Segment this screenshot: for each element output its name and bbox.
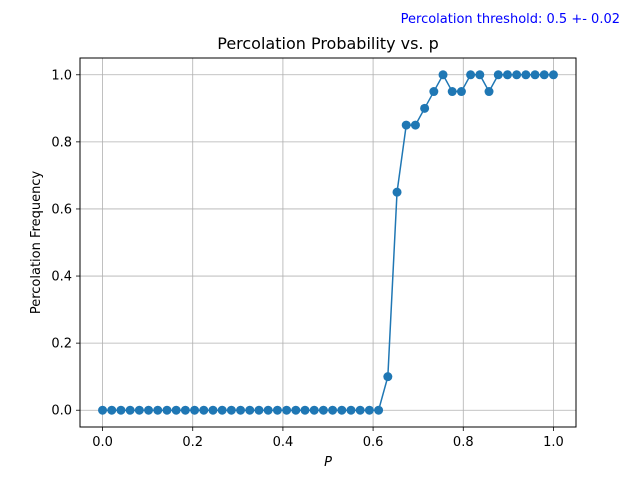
- data-point: [254, 405, 264, 415]
- data-point: [272, 405, 282, 415]
- data-point: [447, 87, 457, 97]
- data-point: [190, 405, 200, 415]
- data-point: [236, 405, 246, 415]
- data-point: [245, 405, 255, 415]
- data-point: [134, 405, 144, 415]
- y-tick-label: 1.0: [51, 68, 72, 83]
- data-point: [199, 405, 209, 415]
- data-point: [337, 405, 347, 415]
- data-point: [429, 87, 439, 97]
- y-tick-label: 0.6: [51, 202, 72, 217]
- data-point: [484, 87, 494, 97]
- data-point: [383, 372, 393, 382]
- x-tick-label: 0.2: [182, 435, 203, 450]
- data-point: [208, 405, 218, 415]
- data-point: [171, 405, 181, 415]
- data-point: [226, 405, 236, 415]
- x-tick-label: 0.8: [453, 435, 474, 450]
- x-tick-label: 0.4: [273, 435, 294, 450]
- data-point: [180, 405, 190, 415]
- data-point: [144, 405, 154, 415]
- data-point: [107, 405, 117, 415]
- data-point: [374, 405, 384, 415]
- x-axis-label: P: [324, 455, 332, 470]
- data-point: [502, 70, 512, 80]
- data-point: [466, 70, 476, 80]
- data-point: [328, 405, 338, 415]
- data-point: [291, 405, 301, 415]
- data-point: [98, 405, 108, 415]
- y-tick-label: 0.8: [51, 135, 72, 150]
- data-point: [300, 405, 310, 415]
- data-point: [125, 405, 135, 415]
- x-tick-label: 0.6: [363, 435, 384, 450]
- data-point: [263, 405, 273, 415]
- data-series: [98, 70, 558, 415]
- axes-frame: [79, 57, 577, 428]
- chart-title: Percolation Probability vs. p: [217, 34, 439, 53]
- data-point: [162, 405, 172, 415]
- data-point: [493, 70, 503, 80]
- data-point: [346, 405, 356, 415]
- data-point: [548, 70, 558, 80]
- y-tick-label: 0.4: [51, 270, 72, 285]
- data-point: [401, 120, 411, 130]
- data-point: [438, 70, 448, 80]
- y-tick-label: 0.2: [51, 337, 72, 352]
- data-point: [530, 70, 540, 80]
- data-point: [309, 405, 319, 415]
- threshold-annotation: Percolation threshold: 0.5 +- 0.02: [401, 12, 620, 27]
- grid: [80, 58, 576, 427]
- data-point: [521, 70, 531, 80]
- data-point: [475, 70, 485, 80]
- tick-labels: 0.0 0.2 0.4 0.6 0.8 1.0 0.0 0.2 0.4 0.6 0.8 1.0: [51, 68, 563, 450]
- x-tick-label: 1.0: [543, 435, 564, 450]
- tick-marks: [76, 74, 554, 431]
- data-point: [512, 70, 522, 80]
- data-point: [539, 70, 549, 80]
- data-point: [392, 187, 402, 197]
- data-point: [153, 405, 163, 415]
- data-point: [217, 405, 227, 415]
- data-point: [420, 103, 430, 113]
- data-point: [456, 87, 466, 97]
- y-axis-label: Percolation Frequency: [29, 171, 44, 315]
- data-point: [116, 405, 126, 415]
- data-point: [282, 405, 292, 415]
- data-point: [364, 405, 374, 415]
- data-point: [355, 405, 365, 415]
- data-point: [318, 405, 328, 415]
- y-tick-label: 0.0: [51, 404, 72, 419]
- x-tick-label: 0.0: [92, 435, 113, 450]
- data-point: [410, 120, 420, 130]
